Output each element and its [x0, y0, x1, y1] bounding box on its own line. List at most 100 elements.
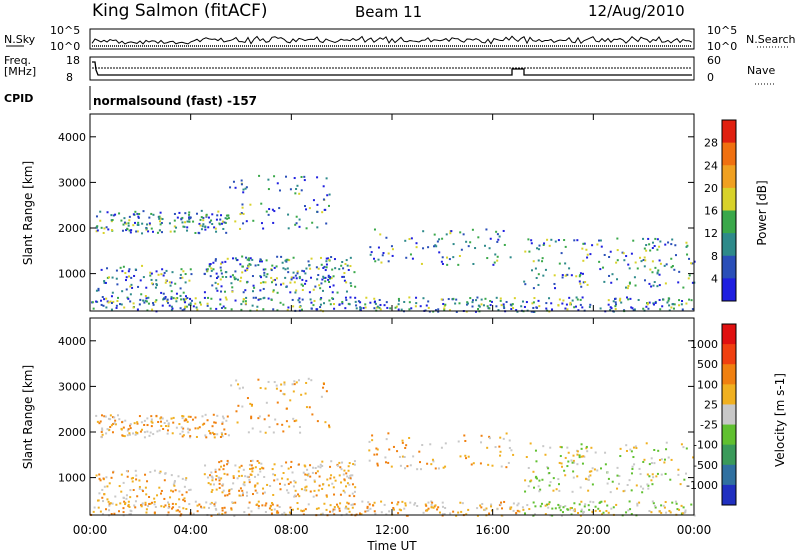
radar-return: [270, 281, 273, 284]
radar-return: [271, 503, 274, 506]
radar-return: [682, 506, 685, 509]
radar-return: [242, 291, 245, 294]
radar-return: [204, 434, 207, 437]
radar-return: [461, 502, 464, 505]
radar-return: [280, 383, 283, 386]
radar-return: [604, 451, 607, 454]
radar-return: [295, 277, 298, 280]
radar-return: [203, 422, 206, 425]
radar-return: [215, 277, 218, 280]
radar-return: [194, 427, 197, 430]
radar-return: [101, 429, 104, 432]
radar-return: [677, 281, 680, 284]
radar-return: [281, 423, 284, 426]
radar-return: [262, 487, 265, 490]
radar-return: [560, 252, 563, 255]
radar-return: [295, 222, 298, 225]
radar-return: [108, 503, 111, 506]
radar-return: [413, 503, 416, 506]
radar-return: [576, 463, 579, 466]
radar-return: [560, 465, 563, 468]
radar-return: [160, 425, 163, 428]
radar-return: [351, 503, 354, 506]
radar-return: [648, 301, 651, 304]
radar-return: [347, 469, 350, 472]
radar-return: [294, 489, 297, 492]
radar-return: [302, 513, 305, 516]
radar-return: [155, 279, 158, 282]
radar-return: [198, 232, 201, 235]
radar-return: [321, 289, 324, 292]
radar-return: [227, 434, 230, 437]
radar-return: [618, 299, 621, 302]
radar-return: [264, 281, 267, 284]
radar-return: [190, 273, 193, 276]
radar-return: [118, 510, 121, 513]
radar-return: [139, 279, 142, 282]
radar-return: [162, 274, 165, 277]
radar-return: [405, 256, 408, 259]
radar-return: [103, 227, 106, 230]
radar-return: [579, 298, 582, 301]
radar-return: [544, 504, 547, 507]
radar-return: [368, 503, 371, 506]
radar-return: [467, 508, 470, 511]
radar-return: [288, 425, 291, 428]
radar-return: [289, 291, 292, 294]
radar-return: [328, 193, 331, 196]
radar-return: [99, 420, 102, 423]
radar-return: [295, 419, 298, 422]
radar-return: [115, 503, 118, 506]
radar-return: [141, 490, 144, 493]
radar-return: [450, 230, 453, 233]
radar-return: [632, 446, 635, 449]
radar-return: [614, 307, 617, 310]
radar-return: [368, 440, 371, 443]
radar-return: [296, 184, 299, 187]
radar-return: [221, 433, 224, 436]
radar-return: [331, 291, 334, 294]
radar-return: [333, 513, 336, 516]
radar-return: [184, 273, 187, 276]
y-tick-label: 3000: [58, 380, 86, 393]
radar-return: [252, 284, 255, 287]
radar-return: [207, 506, 210, 509]
radar-return: [260, 466, 263, 469]
radar-return: [455, 514, 458, 517]
radar-return: [148, 495, 151, 498]
radar-return: [345, 281, 348, 284]
radar-return: [503, 243, 506, 246]
sky-label: N.Sky: [4, 33, 36, 46]
radar-return: [609, 308, 612, 311]
radar-return: [144, 486, 147, 489]
radar-return: [494, 446, 497, 449]
radar-return: [281, 261, 284, 264]
beam-title: Beam 11: [355, 3, 422, 21]
radar-return: [160, 217, 163, 220]
radar-return: [414, 502, 417, 505]
radar-return: [533, 513, 536, 516]
radar-return: [281, 477, 284, 480]
radar-return: [180, 298, 183, 301]
radar-return: [651, 500, 654, 503]
radar-return: [179, 294, 182, 297]
radar-return: [308, 264, 311, 267]
radar-return: [178, 506, 181, 509]
radar-return: [250, 404, 253, 407]
radar-return: [338, 268, 341, 271]
radar-return: [241, 203, 244, 206]
radar-return: [226, 459, 229, 462]
radar-return: [263, 475, 266, 478]
radar-return: [643, 256, 646, 259]
radar-return: [99, 479, 102, 482]
radar-return: [548, 501, 551, 504]
radar-return: [106, 498, 109, 501]
radar-return: [293, 479, 296, 482]
radar-return: [279, 389, 282, 392]
radar-return: [562, 506, 565, 509]
radar-return: [181, 493, 184, 496]
radar-return: [409, 253, 412, 256]
radar-return: [250, 464, 253, 467]
colorbar-swatch: [722, 464, 736, 486]
radar-return: [219, 278, 222, 281]
